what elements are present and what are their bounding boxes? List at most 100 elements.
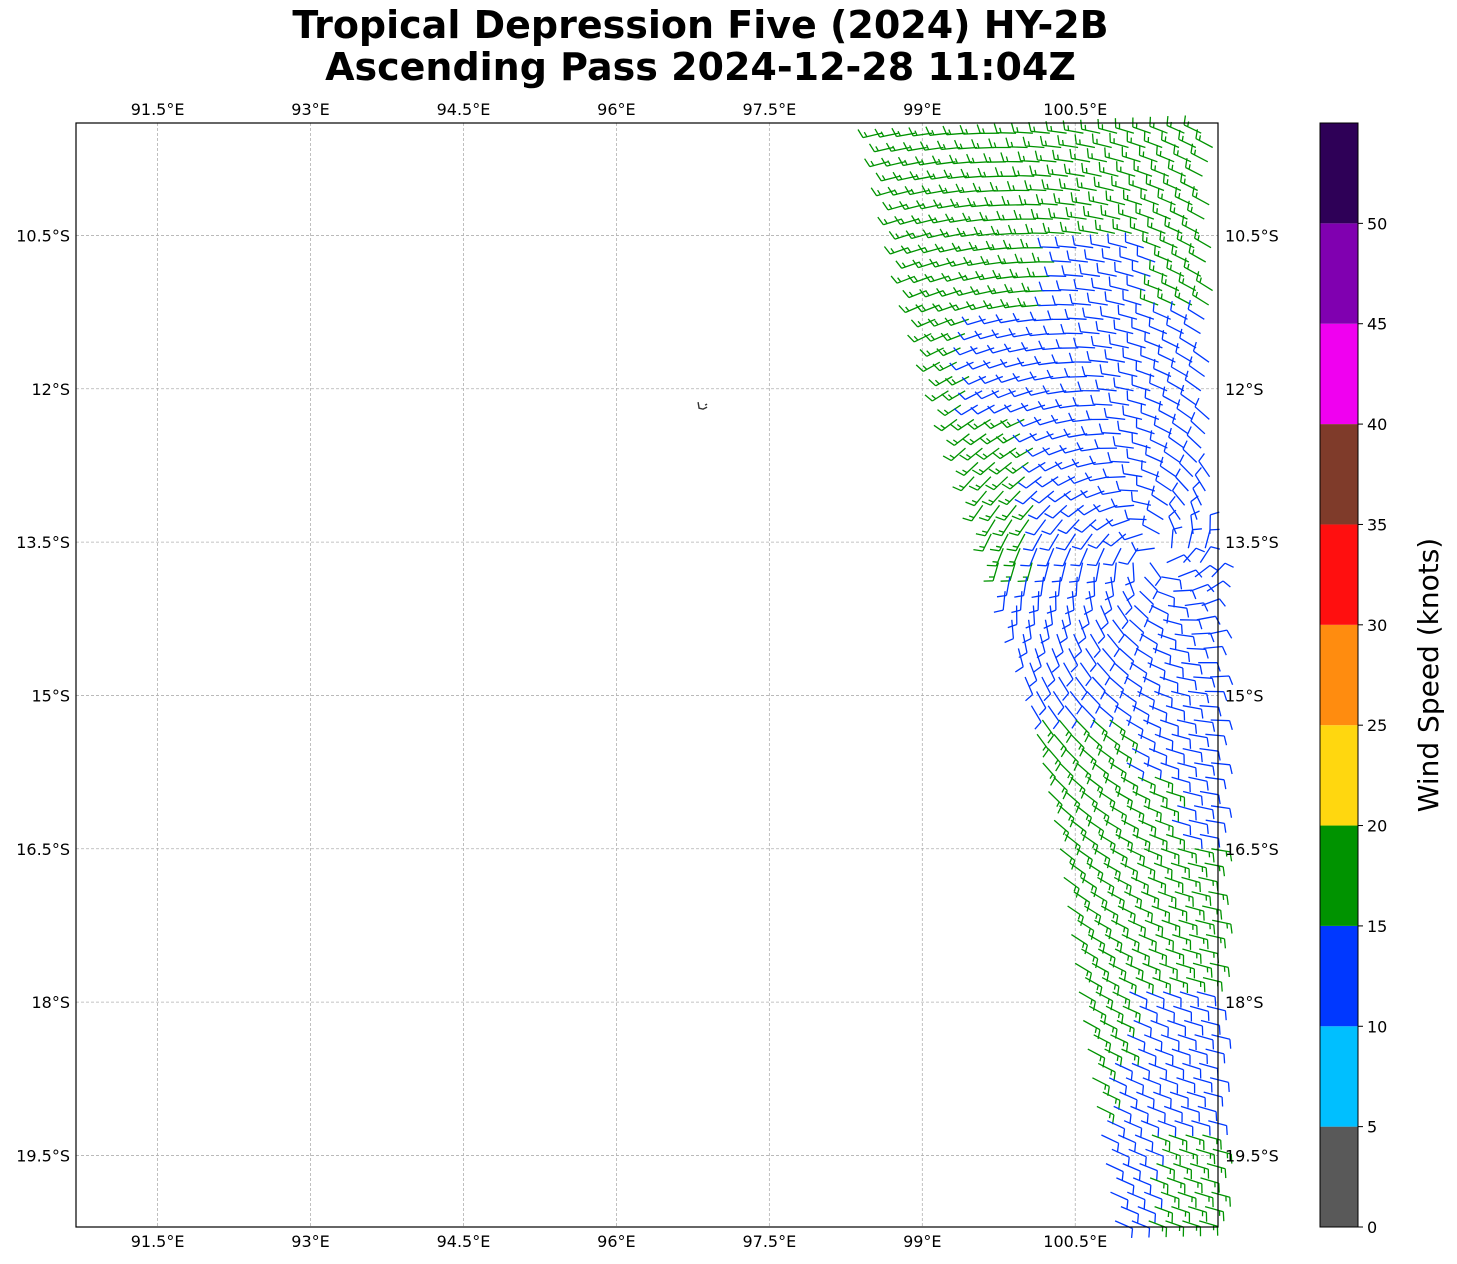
wind-barb xyxy=(1160,1191,1180,1209)
wind-barb xyxy=(1102,1091,1121,1110)
wind-barb xyxy=(883,246,909,255)
wind-barb xyxy=(1150,604,1169,624)
wind-barb xyxy=(1043,266,1067,277)
wind-barb xyxy=(1001,476,1026,490)
wind-barb xyxy=(1157,891,1177,908)
wind-barb xyxy=(1053,776,1068,800)
wind-barb xyxy=(1035,194,1058,206)
wind-barb xyxy=(976,124,1000,135)
wind-barb xyxy=(1171,482,1186,506)
wind-barb xyxy=(1194,1034,1215,1050)
wind-barb xyxy=(1180,172,1198,192)
wind-barb xyxy=(996,576,1011,598)
wind-barb xyxy=(1188,243,1207,263)
title-line-1: Tropical Depression Five (2024) HY-2B xyxy=(292,3,1109,47)
wind-barb xyxy=(1171,690,1191,706)
wind-barb xyxy=(1118,647,1135,670)
wind-barb xyxy=(1175,343,1193,363)
lat-tick-label-right: 12°S xyxy=(1225,380,1264,399)
wind-barb xyxy=(1120,690,1137,712)
wind-barb xyxy=(1086,148,1108,163)
wind-barb xyxy=(998,490,1021,506)
wind-barb xyxy=(1168,905,1188,922)
wind-barb xyxy=(1065,206,1087,220)
wind-barb xyxy=(1024,676,1034,702)
wind-barb xyxy=(1126,390,1147,406)
wind-barb xyxy=(1135,203,1155,220)
wind-barb xyxy=(1091,676,1106,700)
wind-barb xyxy=(1182,833,1203,849)
wind-barb xyxy=(1069,148,1091,163)
wind-barb xyxy=(1120,776,1139,796)
wind-barb xyxy=(1178,919,1198,936)
wind-barb xyxy=(1038,281,1062,292)
wind-barb xyxy=(1136,246,1156,263)
wind-barb xyxy=(924,273,949,283)
wind-barb xyxy=(988,138,1011,149)
wind-barb xyxy=(1205,1048,1226,1064)
wind-barb xyxy=(1165,747,1185,764)
lat-tick-label-right: 16.5°S xyxy=(1225,840,1279,859)
wind-barb xyxy=(1081,162,1102,177)
wind-barb xyxy=(997,254,1021,265)
wind-barb xyxy=(1210,805,1233,818)
wind-barb xyxy=(944,317,970,327)
wind-barb xyxy=(1030,705,1042,730)
wind-barb xyxy=(1164,216,1183,234)
wind-barb xyxy=(1172,933,1192,950)
wind-barb xyxy=(1146,619,1164,639)
wind-barb xyxy=(1210,675,1234,686)
wind-barb xyxy=(953,404,979,416)
wind-barb xyxy=(1199,1062,1219,1078)
wind-barb xyxy=(1131,433,1151,449)
wind-barb xyxy=(1210,719,1233,730)
wind-barb xyxy=(1170,526,1183,549)
wind-barb xyxy=(1126,275,1146,292)
wind-barb xyxy=(1140,1120,1160,1138)
wind-barb xyxy=(1195,919,1216,935)
wind-barb xyxy=(1087,191,1109,206)
wind-barb xyxy=(1073,891,1091,912)
lon-tick-label-top: 96°E xyxy=(597,100,635,119)
wind-barb xyxy=(1174,633,1196,647)
wind-barb xyxy=(1155,471,1172,492)
lat-tick-label-right: 13.5°S xyxy=(1225,533,1279,552)
wind-barb xyxy=(1188,356,1205,378)
colorbar-tick-label: 30 xyxy=(1367,616,1387,635)
wind-barb xyxy=(1095,320,1117,335)
wind-barb xyxy=(1183,547,1205,564)
wind-barb xyxy=(1102,533,1127,547)
wind-barb xyxy=(1211,562,1234,578)
wind-barb xyxy=(1117,304,1138,320)
wind-barb xyxy=(1191,891,1212,906)
wind-barb xyxy=(1199,790,1221,805)
wind-barb xyxy=(1189,583,1215,593)
wind-barb xyxy=(983,153,1006,163)
wind-barb xyxy=(1105,518,1130,527)
wind-barb xyxy=(1075,676,1088,701)
wind-barb xyxy=(1103,690,1119,713)
wind-barb xyxy=(1176,719,1198,734)
wind-barb xyxy=(1016,418,1042,427)
wind-barb xyxy=(1187,528,1202,549)
wind-barb xyxy=(1212,1148,1233,1164)
wind-barb xyxy=(1025,605,1036,629)
wind-barbs xyxy=(857,115,1234,1238)
wind-barb xyxy=(1159,456,1177,478)
wind-barb xyxy=(1202,976,1223,992)
wind-barb xyxy=(957,390,983,401)
wind-barb xyxy=(1191,1120,1211,1136)
wind-barb xyxy=(1118,1134,1137,1153)
wind-barb xyxy=(978,375,1004,385)
colorbar-tick-label: 5 xyxy=(1367,1118,1377,1137)
wind-barb xyxy=(1085,648,1097,673)
wind-barb xyxy=(1122,1163,1141,1181)
wind-barb xyxy=(1081,948,1099,969)
wind-barb xyxy=(1148,1220,1168,1238)
wind-barb xyxy=(1091,133,1112,149)
wind-barb xyxy=(1199,546,1221,563)
wind-barb xyxy=(1089,234,1111,249)
wind-barb xyxy=(1064,748,1079,771)
wind-barb xyxy=(995,504,1017,521)
colorbar-bin xyxy=(1320,123,1358,224)
